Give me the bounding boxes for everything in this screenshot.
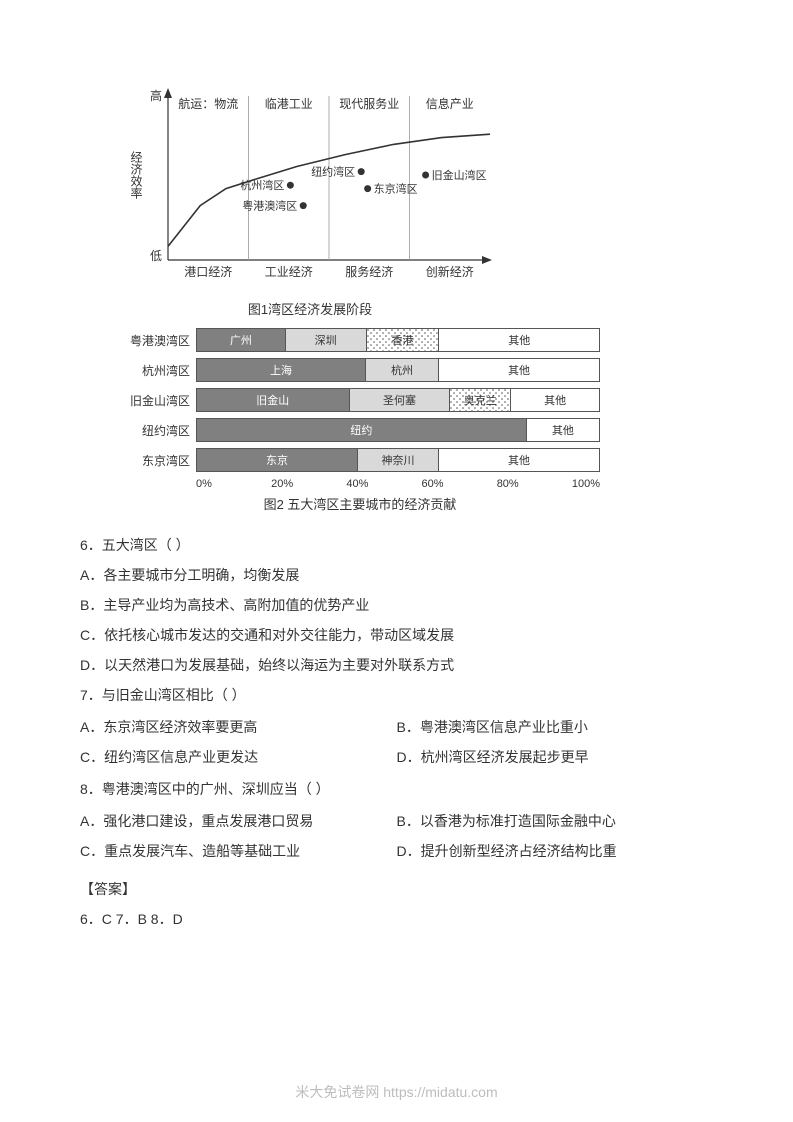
chart1-svg: 高低 经济效率 航运：物流 临港工业 现代服务业 信息产业港口经济 工业经济 服务经济 创新经济… xyxy=(120,80,500,290)
bar-row-label: 杭州湾区 xyxy=(120,362,196,379)
q7-opt-c: C．纽约湾区信息产业更发达 xyxy=(80,743,397,771)
stacked-bar: 广州深圳香港其他 xyxy=(196,328,600,352)
svg-text:旧金山湾区: 旧金山湾区 xyxy=(432,168,487,182)
q7-opt-a: A．东京湾区经济效率要更高 xyxy=(80,713,397,741)
answers-line: 6．C 7．B 8．D xyxy=(80,905,713,933)
stacked-bar: 纽约其他 xyxy=(196,418,600,442)
bar-row: 纽约湾区纽约其他 xyxy=(120,418,600,442)
bar-segment: 其他 xyxy=(439,449,599,471)
svg-text:经济效率: 经济效率 xyxy=(129,151,143,199)
q6-stem: 6．五大湾区（ ） xyxy=(80,531,713,559)
chart2-x-axis: 0%20%40%60%80%100% xyxy=(196,478,600,490)
svg-text:低: 低 xyxy=(150,249,162,263)
svg-text:创新经济: 创新经济 xyxy=(426,264,474,279)
x-tick: 20% xyxy=(271,478,346,490)
q7-opt-b: B．粤港澳湾区信息产业比重小 xyxy=(397,713,714,741)
bar-row: 杭州湾区上海杭州其他 xyxy=(120,358,600,382)
bar-segment: 广州 xyxy=(197,329,286,351)
svg-text:信息产业: 信息产业 xyxy=(426,96,474,111)
bar-segment: 上海 xyxy=(197,359,366,381)
svg-text:服务经济: 服务经济 xyxy=(345,264,393,279)
bar-segment: 深圳 xyxy=(286,329,367,351)
stacked-bar: 旧金山圣何塞奥克兰其他 xyxy=(196,388,600,412)
chart2: 粤港澳湾区广州深圳香港其他杭州湾区上海杭州其他旧金山湾区旧金山圣何塞奥克兰其他纽… xyxy=(120,328,600,513)
q8-opt-a: A．强化港口建设，重点发展港口贸易 xyxy=(80,807,397,835)
bar-segment: 其他 xyxy=(527,419,599,441)
bar-segment: 奥克兰 xyxy=(450,389,511,411)
svg-text:港口经济: 港口经济 xyxy=(184,264,232,279)
bar-segment: 旧金山 xyxy=(197,389,350,411)
svg-text:高: 高 xyxy=(150,88,162,103)
bar-row-label: 旧金山湾区 xyxy=(120,392,196,409)
questions-block: 6．五大湾区（ ） A．各主要城市分工明确，均衡发展 B．主导产业均为高技术、高… xyxy=(80,531,713,933)
bar-segment: 其他 xyxy=(439,329,599,351)
bar-segment: 其他 xyxy=(511,389,599,411)
chart1: 高低 经济效率 航运：物流 临港工业 现代服务业 信息产业港口经济 工业经济 服务经济 创新经济… xyxy=(120,80,500,318)
svg-text:航运：物流: 航运：物流 xyxy=(178,96,238,111)
x-tick: 100% xyxy=(572,478,600,490)
svg-text:粤港澳湾区: 粤港澳湾区 xyxy=(242,199,297,213)
bar-segment: 杭州 xyxy=(366,359,439,381)
chart1-title: 图1湾区经济发展阶段 xyxy=(120,299,500,318)
svg-text:杭州湾区: 杭州湾区 xyxy=(240,178,284,192)
x-tick: 60% xyxy=(422,478,497,490)
x-tick: 80% xyxy=(497,478,572,490)
bar-row-label: 东京湾区 xyxy=(120,452,196,469)
stacked-bar: 上海杭州其他 xyxy=(196,358,600,382)
bar-segment: 神奈川 xyxy=(358,449,439,471)
svg-text:工业经济: 工业经济 xyxy=(265,264,313,279)
svg-text:纽约湾区: 纽约湾区 xyxy=(311,165,355,179)
bar-segment: 东京 xyxy=(197,449,358,471)
bar-row: 旧金山湾区旧金山圣何塞奥克兰其他 xyxy=(120,388,600,412)
q8-stem: 8．粤港澳湾区中的广州、深圳应当（ ） xyxy=(80,775,713,803)
q8-opt-d: D．提升创新型经济占经济结构比重 xyxy=(397,837,714,865)
bar-row-label: 纽约湾区 xyxy=(120,422,196,439)
answers-head: 【答案】 xyxy=(80,875,713,903)
bar-row: 粤港澳湾区广州深圳香港其他 xyxy=(120,328,600,352)
q7-stem: 7．与旧金山湾区相比（ ） xyxy=(80,681,713,709)
footer-watermark: 米大免试卷网 https://midatu.com xyxy=(0,1082,793,1102)
svg-text:现代服务业: 现代服务业 xyxy=(339,96,399,111)
q7-opt-d: D．杭州湾区经济发展起步更早 xyxy=(397,743,714,771)
x-tick: 0% xyxy=(196,478,271,490)
svg-text:东京湾区: 东京湾区 xyxy=(374,182,418,196)
bar-row: 东京湾区东京神奈川其他 xyxy=(120,448,600,472)
q6-opt-b: B．主导产业均为高技术、高附加值的优势产业 xyxy=(80,591,713,619)
bar-segment: 圣何塞 xyxy=(350,389,451,411)
bar-segment: 其他 xyxy=(439,359,599,381)
bar-row-label: 粤港澳湾区 xyxy=(120,332,196,349)
q6-opt-c: C．依托核心城市发达的交通和对外交往能力，带动区域发展 xyxy=(80,621,713,649)
q8-opt-b: B．以香港为标准打造国际金融中心 xyxy=(397,807,714,835)
q6-opt-a: A．各主要城市分工明确，均衡发展 xyxy=(80,561,713,589)
x-tick: 40% xyxy=(346,478,421,490)
bar-segment: 纽约 xyxy=(197,419,527,441)
stacked-bar: 东京神奈川其他 xyxy=(196,448,600,472)
chart2-bars: 粤港澳湾区广州深圳香港其他杭州湾区上海杭州其他旧金山湾区旧金山圣何塞奥克兰其他纽… xyxy=(120,328,600,472)
q8-opt-c: C．重点发展汽车、造船等基础工业 xyxy=(80,837,397,865)
q6-opt-d: D．以天然港口为发展基础，始终以海运为主要对外联系方式 xyxy=(80,651,713,679)
svg-text:临港工业: 临港工业 xyxy=(265,97,313,111)
bar-segment: 香港 xyxy=(367,329,440,351)
chart2-title: 图2 五大湾区主要城市的经济贡献 xyxy=(120,494,600,513)
